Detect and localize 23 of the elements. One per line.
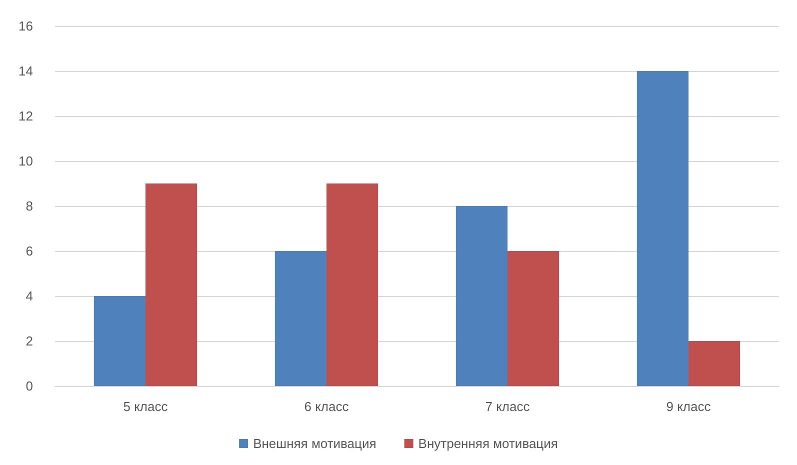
y-tick-label: 16 (18, 18, 33, 34)
bar (274, 251, 326, 386)
y-tick-label: 2 (26, 334, 33, 348)
y-tick-label: 10 (18, 154, 33, 168)
bar (456, 206, 508, 386)
bar (94, 296, 146, 386)
y-tick-label: 8 (26, 198, 33, 214)
bar (508, 251, 560, 386)
x-tick-label: 7 класс (485, 399, 530, 414)
y-tick-label: 4 (26, 288, 33, 304)
bar (146, 184, 198, 386)
y-tick-label: 0 (26, 378, 33, 394)
y-tick-label: 6 (26, 244, 33, 258)
y-tick-label: 12 (18, 108, 33, 124)
legend-label: Внешняя мотивация (253, 436, 376, 451)
legend-label: Внутренняя мотивация (418, 436, 558, 451)
bar (326, 184, 378, 386)
x-tick-label: 6 класс (304, 399, 350, 414)
bar (688, 341, 740, 386)
bar (636, 71, 688, 386)
x-tick-label: 9 класс (666, 399, 712, 414)
x-tick-label: 5 класс (123, 399, 168, 414)
y-tick-label: 14 (18, 64, 33, 78)
